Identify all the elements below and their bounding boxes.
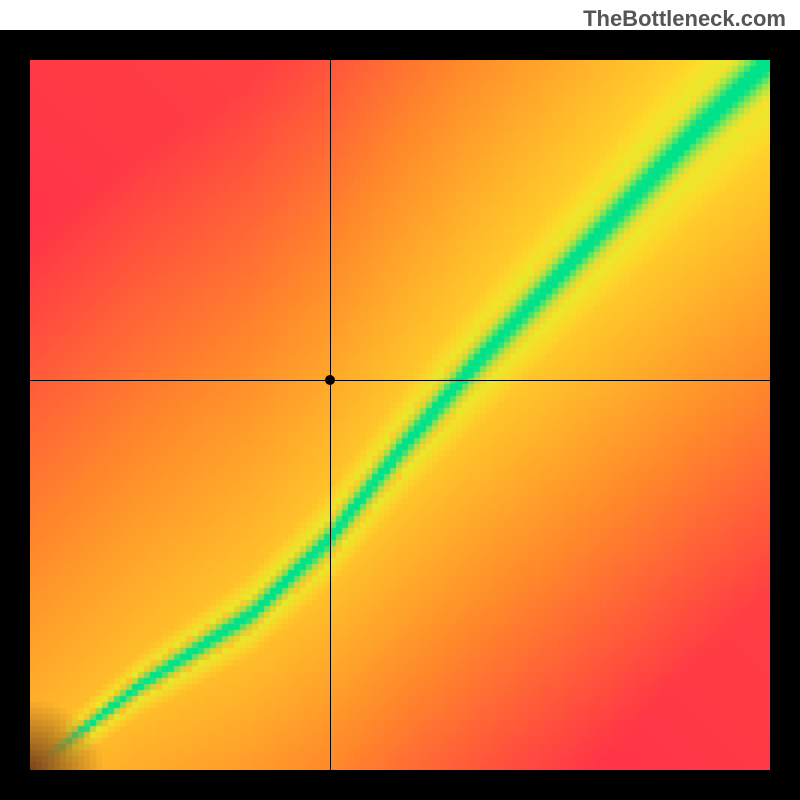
chart-container: TheBottleneck.com [0,0,800,800]
plot-area [0,30,800,800]
watermark-text: TheBottleneck.com [583,6,786,32]
heatmap-canvas [30,60,770,770]
